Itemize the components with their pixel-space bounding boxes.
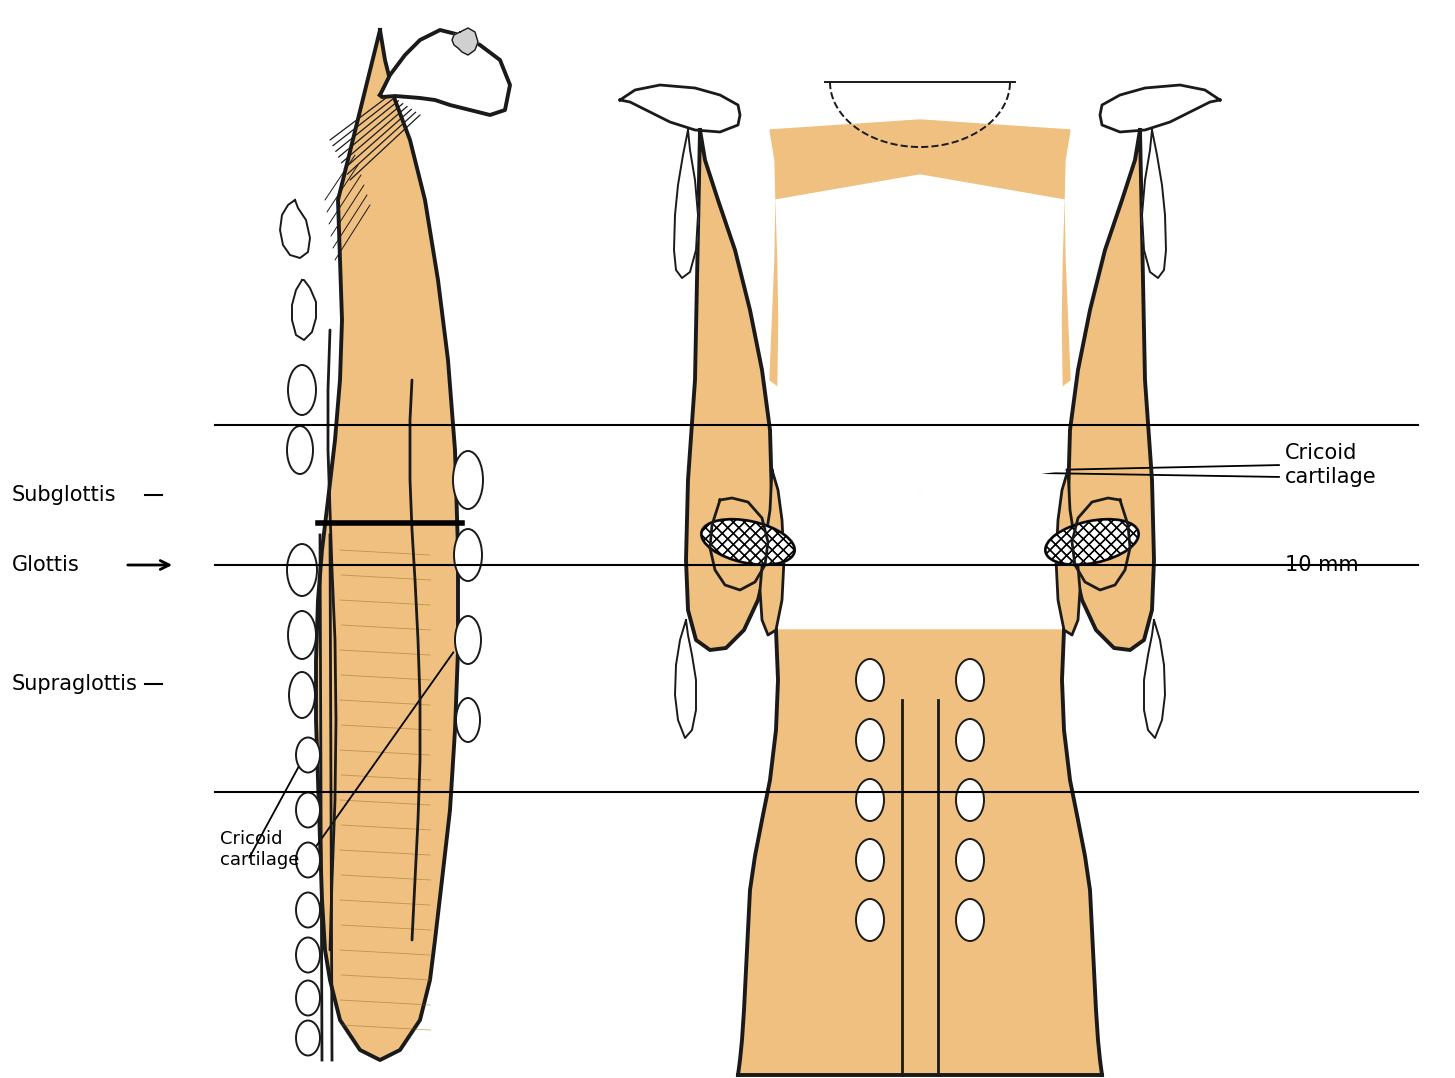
Ellipse shape — [453, 451, 483, 509]
Ellipse shape — [956, 719, 984, 761]
Ellipse shape — [288, 365, 316, 415]
Ellipse shape — [295, 893, 320, 927]
Text: Cricoid
cartilage: Cricoid cartilage — [1285, 443, 1376, 486]
Polygon shape — [760, 470, 784, 635]
Polygon shape — [316, 30, 458, 1060]
Polygon shape — [453, 28, 479, 55]
Polygon shape — [1068, 130, 1154, 650]
Polygon shape — [770, 120, 1069, 490]
Ellipse shape — [856, 719, 885, 761]
Polygon shape — [380, 30, 511, 115]
Ellipse shape — [856, 899, 885, 941]
Ellipse shape — [295, 737, 320, 773]
Polygon shape — [1142, 130, 1165, 278]
Polygon shape — [685, 130, 773, 650]
Ellipse shape — [956, 779, 984, 821]
Ellipse shape — [295, 843, 320, 877]
Ellipse shape — [1045, 520, 1139, 565]
Text: Glottis: Glottis — [12, 555, 80, 575]
Ellipse shape — [295, 938, 320, 972]
Text: 10 mm: 10 mm — [1285, 555, 1359, 575]
Polygon shape — [279, 201, 310, 258]
Ellipse shape — [856, 659, 885, 701]
Polygon shape — [1144, 620, 1165, 738]
Text: Supraglottis: Supraglottis — [12, 674, 138, 694]
Ellipse shape — [290, 672, 314, 718]
Ellipse shape — [288, 611, 316, 659]
Ellipse shape — [287, 426, 313, 474]
Polygon shape — [292, 280, 316, 340]
Ellipse shape — [455, 697, 480, 742]
Polygon shape — [1056, 470, 1080, 635]
Ellipse shape — [956, 899, 984, 941]
Polygon shape — [1100, 85, 1219, 132]
Polygon shape — [620, 85, 741, 132]
Ellipse shape — [956, 839, 984, 881]
Ellipse shape — [856, 839, 885, 881]
Ellipse shape — [295, 792, 320, 828]
Ellipse shape — [454, 529, 482, 581]
Text: Cricoid
cartilage: Cricoid cartilage — [220, 830, 300, 869]
Ellipse shape — [701, 520, 794, 565]
Text: Subglottis: Subglottis — [12, 485, 116, 505]
Ellipse shape — [455, 616, 482, 664]
Ellipse shape — [956, 659, 984, 701]
Ellipse shape — [287, 544, 317, 596]
Polygon shape — [738, 630, 1101, 1075]
Polygon shape — [675, 620, 695, 738]
Ellipse shape — [295, 981, 320, 1015]
Polygon shape — [776, 175, 1065, 490]
Ellipse shape — [856, 779, 885, 821]
Polygon shape — [674, 130, 698, 278]
Ellipse shape — [295, 1021, 320, 1055]
